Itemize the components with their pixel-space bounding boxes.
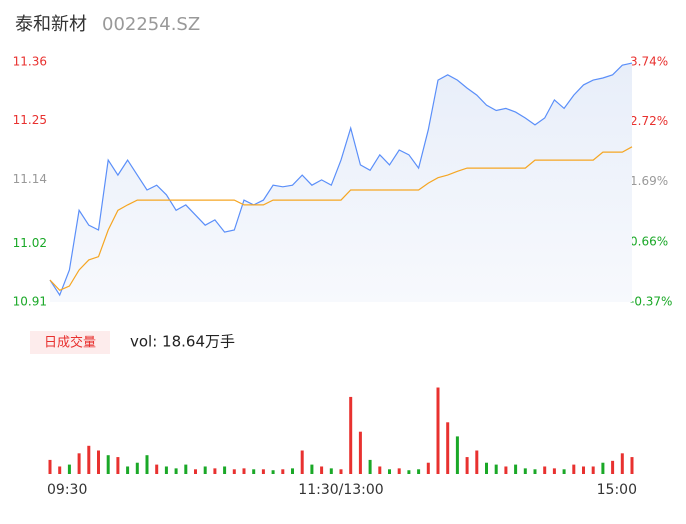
volume-bar bbox=[339, 469, 343, 474]
volume-bar bbox=[329, 468, 333, 474]
y-tick-label: 10.91 bbox=[13, 295, 47, 309]
y-tick-label: 11.25 bbox=[13, 113, 47, 127]
volume-bar bbox=[562, 469, 566, 474]
volume-bar bbox=[358, 431, 362, 474]
volume-bar bbox=[213, 468, 217, 474]
y2-tick-label: 2.72% bbox=[630, 114, 668, 128]
volume-bar bbox=[533, 469, 537, 474]
volume-bar bbox=[310, 464, 314, 474]
volume-bar bbox=[368, 459, 372, 474]
price-line bbox=[49, 62, 633, 297]
y-tick-label: 11.14 bbox=[13, 172, 47, 186]
volume-bar bbox=[455, 436, 459, 474]
volume-bar bbox=[514, 464, 518, 474]
stock-name: 泰和新材 bbox=[15, 14, 87, 35]
volume-bar bbox=[67, 464, 71, 474]
volume-bar bbox=[349, 396, 353, 474]
volume-bar bbox=[116, 457, 120, 474]
volume-bar bbox=[135, 462, 139, 474]
volume-bar bbox=[591, 466, 595, 474]
volume-bar bbox=[494, 464, 498, 474]
volume-bar bbox=[97, 450, 100, 474]
volume-bar bbox=[397, 468, 401, 474]
volume-label-box bbox=[30, 331, 110, 354]
volume-bar bbox=[223, 466, 227, 474]
volume-bar bbox=[194, 469, 197, 474]
volume-bar bbox=[465, 457, 469, 474]
volume-bar bbox=[155, 464, 159, 474]
volume-label: 日成交量 bbox=[44, 335, 96, 351]
volume-bar bbox=[174, 468, 178, 474]
volume-bar bbox=[252, 469, 256, 474]
y2-tick-label: 1.69% bbox=[630, 174, 668, 188]
volume-bar bbox=[388, 469, 391, 474]
volume-bar bbox=[232, 469, 236, 474]
volume-bar bbox=[543, 466, 547, 474]
volume-bar bbox=[291, 468, 294, 474]
volume-bar bbox=[426, 462, 430, 474]
volume-bar bbox=[475, 450, 479, 474]
y-tick-label: 11.36 bbox=[13, 55, 47, 69]
volume-bar bbox=[552, 468, 556, 474]
volume-bar bbox=[145, 455, 149, 474]
volume-bar bbox=[504, 466, 508, 474]
volume-bar bbox=[106, 455, 110, 474]
x-tick-label: 11:30/13:00 bbox=[298, 482, 383, 498]
volume-bar bbox=[242, 468, 246, 474]
volume-bar bbox=[523, 468, 527, 474]
volume-bar bbox=[58, 466, 62, 474]
x-tick-label: 15:00 bbox=[597, 482, 637, 498]
volume-bar bbox=[485, 462, 488, 474]
volume-bar bbox=[320, 466, 324, 474]
y2-tick-label: -0.37% bbox=[630, 295, 672, 309]
volume-bar bbox=[48, 459, 52, 474]
volume-bar bbox=[572, 464, 576, 474]
price-area bbox=[50, 63, 632, 302]
volume-bar bbox=[436, 387, 440, 474]
volume-bar bbox=[620, 453, 624, 474]
stock-code: 002254.SZ bbox=[102, 14, 200, 35]
y2-tick-label: 0.66% bbox=[630, 234, 668, 248]
volume-bar bbox=[378, 466, 382, 474]
volume-bar bbox=[164, 466, 168, 474]
volume-bar bbox=[261, 469, 265, 474]
volume-bar bbox=[407, 470, 411, 474]
volume-bar bbox=[203, 466, 207, 474]
volume-bar bbox=[126, 466, 130, 474]
average-line bbox=[49, 146, 633, 292]
volume-bar bbox=[281, 469, 285, 474]
volume-bar bbox=[611, 460, 615, 474]
volume-annotation: vol: 18.64万手 bbox=[130, 333, 235, 351]
y-tick-label: 11.02 bbox=[13, 236, 47, 250]
volume-bar bbox=[582, 466, 585, 474]
x-tick-label: 09:30 bbox=[47, 482, 87, 498]
volume-bar bbox=[77, 453, 81, 474]
volume-bar bbox=[184, 464, 188, 474]
volume-bar bbox=[300, 450, 304, 474]
y2-tick-label: 3.74% bbox=[630, 55, 668, 69]
volume-bar bbox=[417, 469, 421, 474]
volume-bar bbox=[87, 445, 91, 474]
volume-bar bbox=[271, 470, 275, 474]
volume-bar bbox=[630, 457, 634, 474]
volume-bar bbox=[601, 462, 605, 474]
volume-bar bbox=[446, 422, 450, 474]
